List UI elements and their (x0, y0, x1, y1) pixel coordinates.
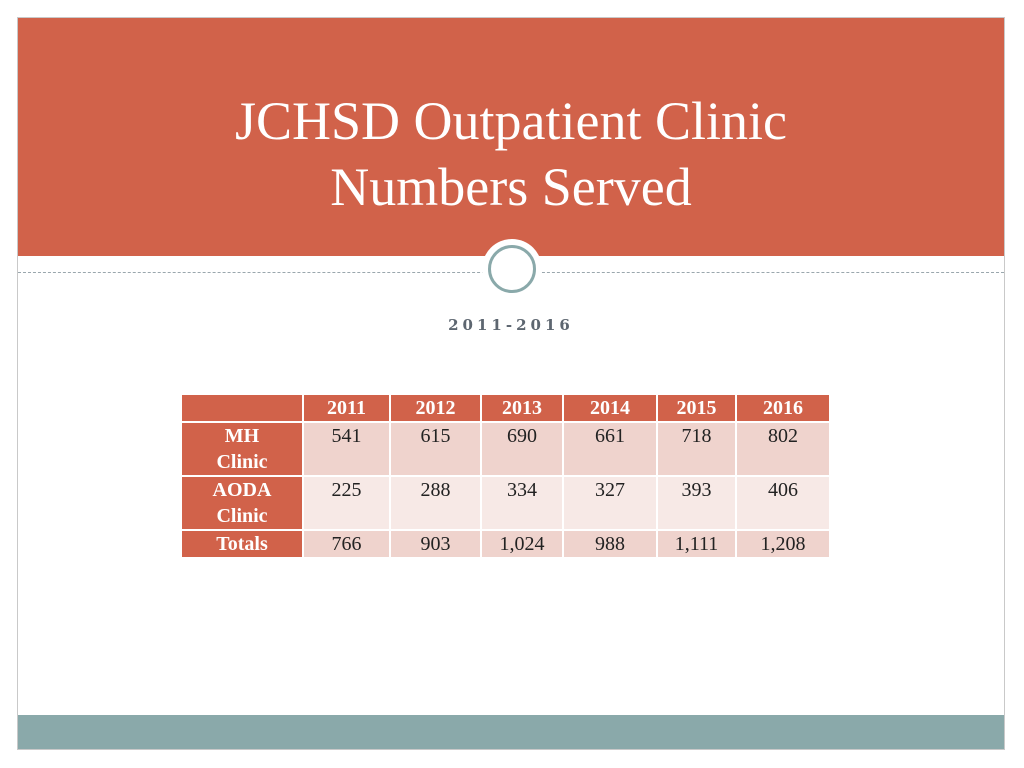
circle-ornament-icon (482, 239, 542, 299)
slide-title-line-2: Numbers Served (330, 157, 692, 217)
circle-ring-icon (488, 245, 536, 293)
table-row-aoda-clinic: AODA Clinic 225 288 334 327 393 406 (180, 475, 831, 531)
table-cell: 1,024 (480, 529, 564, 559)
table-cell: 903 (389, 529, 482, 559)
table-cell: 327 (562, 475, 658, 531)
column-header: 2012 (389, 393, 482, 423)
table-cell: 541 (302, 421, 391, 477)
table-row-totals: Totals 766 903 1,024 988 1,111 1,208 (180, 529, 831, 559)
table-cell: 225 (302, 475, 391, 531)
column-header: 2014 (562, 393, 658, 423)
row-header-line: MH (224, 425, 260, 447)
title-banner: JCHSD Outpatient Clinic Numbers Served (18, 18, 1004, 256)
row-header-mh-clinic: MH Clinic (180, 421, 304, 477)
table-cell: 661 (562, 421, 658, 477)
table-cell: 1,208 (735, 529, 831, 559)
column-header: 2013 (480, 393, 564, 423)
row-header-line: Clinic (216, 451, 268, 473)
table-cell: 988 (562, 529, 658, 559)
row-header-line: Clinic (216, 505, 268, 527)
column-header: 2015 (656, 393, 737, 423)
table-cell: 393 (656, 475, 737, 531)
slide-subtitle: 2011-2016 (448, 316, 574, 334)
slide-title: JCHSD Outpatient Clinic Numbers Served (18, 88, 1004, 220)
table-corner-cell (180, 393, 304, 423)
table-cell: 334 (480, 475, 564, 531)
clinic-numbers-table: 2011 2012 2013 2014 2015 2016 MH Clinic … (180, 393, 831, 559)
row-header-aoda-clinic: AODA Clinic (180, 475, 304, 531)
column-header: 2016 (735, 393, 831, 423)
column-header: 2011 (302, 393, 391, 423)
slide: JCHSD Outpatient Clinic Numbers Served 2… (17, 17, 1005, 750)
table-cell: 690 (480, 421, 564, 477)
footer-bar (18, 715, 1004, 749)
table-cell: 288 (389, 475, 482, 531)
row-header-line: AODA (212, 479, 272, 501)
table-cell: 406 (735, 475, 831, 531)
table-cell: 1,111 (656, 529, 737, 559)
table-cell: 615 (389, 421, 482, 477)
table-header-row: 2011 2012 2013 2014 2015 2016 (180, 393, 831, 423)
table-row-mh-clinic: MH Clinic 541 615 690 661 718 802 (180, 421, 831, 477)
slide-title-line-1: JCHSD Outpatient Clinic (235, 91, 787, 151)
table-cell: 802 (735, 421, 831, 477)
table-cell: 766 (302, 529, 391, 559)
row-header-totals: Totals (180, 529, 304, 559)
table-cell: 718 (656, 421, 737, 477)
